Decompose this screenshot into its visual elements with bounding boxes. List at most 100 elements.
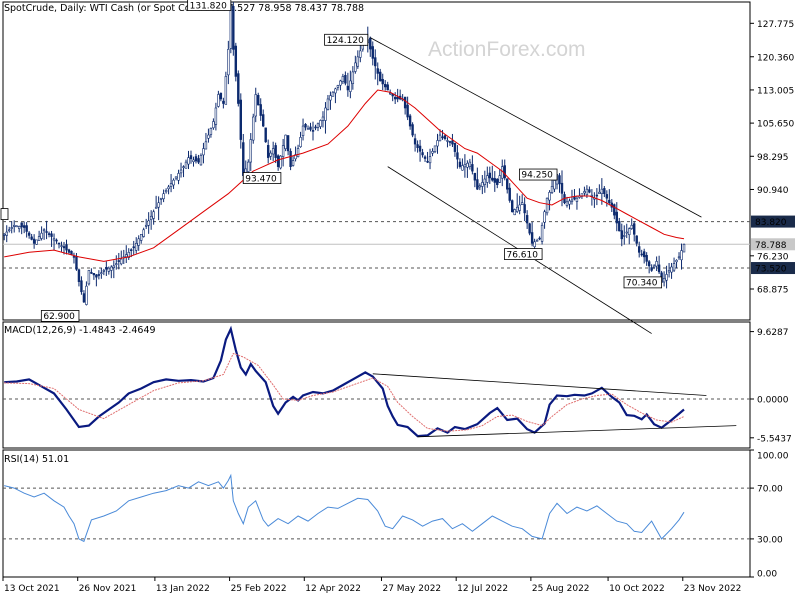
swing-label-box <box>40 310 80 322</box>
candle-body <box>257 94 260 106</box>
candle-body <box>264 127 267 143</box>
candle-body <box>513 209 516 216</box>
swing-label: 124.120 <box>327 36 364 46</box>
candle-body <box>274 145 277 158</box>
candle-body <box>212 121 215 129</box>
candle-body <box>523 204 526 214</box>
candle-body <box>97 274 101 276</box>
candle-body <box>379 71 382 82</box>
candle-body <box>628 228 631 236</box>
candle-body <box>259 104 262 116</box>
candle-body <box>613 204 616 216</box>
macd-trend-line <box>372 373 707 396</box>
candle-body <box>17 226 21 229</box>
candle-body <box>481 182 484 187</box>
candle-body <box>336 85 340 88</box>
candle-body <box>159 197 163 200</box>
swing-label-box <box>519 168 558 181</box>
candle-body <box>82 293 86 303</box>
candle-body <box>169 183 173 187</box>
x-axis-label: 12 Jul 2022 <box>457 584 508 594</box>
candle-body <box>125 254 128 258</box>
candle-body <box>647 261 651 267</box>
candle-body <box>13 224 16 227</box>
candle-body <box>5 231 8 236</box>
candle-body <box>120 258 123 265</box>
candle-body <box>314 126 317 129</box>
candle-body <box>346 85 350 91</box>
candle-body <box>262 114 265 127</box>
candle-body <box>677 256 681 259</box>
candle-body <box>227 49 230 76</box>
candle-body <box>301 125 305 136</box>
candle-body <box>30 236 33 240</box>
panel-frame-price <box>2 1 751 321</box>
candle-body <box>291 160 295 166</box>
candle-body <box>149 215 153 220</box>
candle-body <box>560 182 564 194</box>
macd-line <box>4 325 685 438</box>
candle-body <box>62 246 66 249</box>
candle-body <box>249 139 252 163</box>
candle-body <box>199 155 203 166</box>
candle-body <box>47 233 51 235</box>
candle-body <box>152 211 155 219</box>
candle-body <box>640 253 643 256</box>
candle-body <box>583 191 586 194</box>
candle-body <box>473 172 477 181</box>
candle-body <box>443 135 447 139</box>
candle-body <box>132 246 135 249</box>
candle-body <box>406 104 409 118</box>
candle-body <box>598 191 601 194</box>
candle-body <box>162 193 165 200</box>
candle-body <box>590 194 594 197</box>
candle-body <box>672 263 676 271</box>
candle-body <box>222 100 225 104</box>
candle-body <box>384 84 387 88</box>
price-axis-label: 83.820 <box>755 218 787 228</box>
candle-body <box>441 136 444 139</box>
candle-body <box>525 215 529 224</box>
candle-body <box>100 272 103 274</box>
macd-signal-line <box>4 352 685 432</box>
price-level-tag <box>751 262 795 275</box>
candle-body <box>22 225 26 228</box>
candle-body <box>620 230 623 240</box>
candle-body <box>396 96 399 100</box>
candle-body <box>15 225 18 228</box>
candle-body <box>476 179 479 190</box>
candle-body <box>565 201 569 206</box>
candle-body <box>393 96 397 100</box>
price-axis-label: 120.360 <box>757 53 794 63</box>
candle-body <box>550 186 554 193</box>
macd-axis-label: 0.0000 <box>757 396 789 406</box>
candle-body <box>42 229 46 232</box>
candle-body <box>471 164 474 172</box>
candle-body <box>356 56 360 67</box>
candle-body <box>139 233 143 241</box>
candle-body <box>112 265 116 269</box>
candle-body <box>423 156 427 159</box>
candle-body <box>75 256 78 270</box>
candle-body <box>600 188 604 194</box>
candle-body <box>553 180 556 190</box>
candle-body <box>316 123 320 128</box>
candle-body <box>57 242 61 245</box>
x-axis-label: 25 Aug 2022 <box>532 584 590 594</box>
candle-body <box>321 116 325 121</box>
swing-label-box <box>504 248 543 260</box>
candle-body <box>344 75 347 84</box>
candle-body <box>675 259 678 263</box>
candle-body <box>630 224 633 229</box>
candle-body <box>157 202 160 208</box>
moving-average-line <box>4 89 685 262</box>
candle-body <box>508 187 511 201</box>
candle-body <box>416 144 419 148</box>
macd-trend-line <box>417 425 737 438</box>
candle-body <box>329 95 332 101</box>
swing-label: 76.610 <box>506 250 538 260</box>
candle-body <box>558 175 561 185</box>
candle-body <box>299 137 302 148</box>
candle-body <box>635 235 638 244</box>
candle-body <box>309 126 312 130</box>
